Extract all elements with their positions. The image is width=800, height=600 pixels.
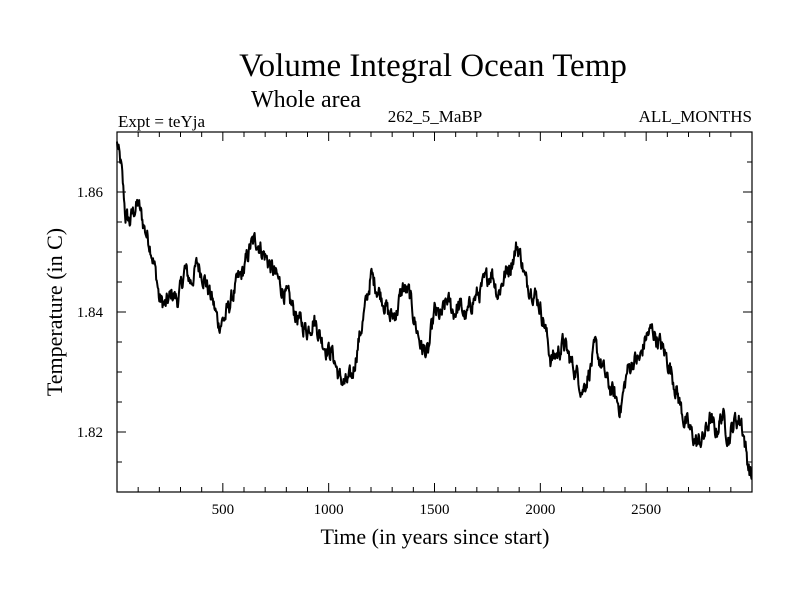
chart-subtitle: Whole area — [251, 87, 361, 113]
x-tick-label: 2000 — [525, 502, 555, 518]
x-axis-label: Time (in years since start) — [321, 524, 550, 549]
x-tick-label: 2500 — [631, 502, 661, 518]
axis-ticks — [117, 132, 752, 492]
y-tick-label: 1.82 — [77, 425, 103, 441]
plot-frame — [116, 131, 753, 493]
plot-area: 500 1000 1500 2000 2500 1.82 1.84 1.86 — [77, 131, 753, 518]
months-label: ALL_MONTHS — [639, 107, 752, 126]
y-axis-label: Temperature (in C) — [42, 228, 67, 396]
axis-tick-labels: 500 1000 1500 2000 2500 1.82 1.84 1.86 — [77, 185, 661, 518]
x-tick-label: 1500 — [420, 502, 450, 518]
temperature-series-line — [116, 141, 753, 480]
run-label: 262_5_MaBP — [388, 107, 482, 126]
y-tick-label: 1.84 — [77, 305, 104, 321]
x-tick-label: 1000 — [314, 502, 344, 518]
x-tick-label: 500 — [212, 502, 235, 518]
chart-title: Volume Integral Ocean Temp — [239, 48, 627, 84]
y-tick-label: 1.86 — [77, 185, 104, 201]
experiment-label: Expt = teYja — [118, 112, 205, 131]
